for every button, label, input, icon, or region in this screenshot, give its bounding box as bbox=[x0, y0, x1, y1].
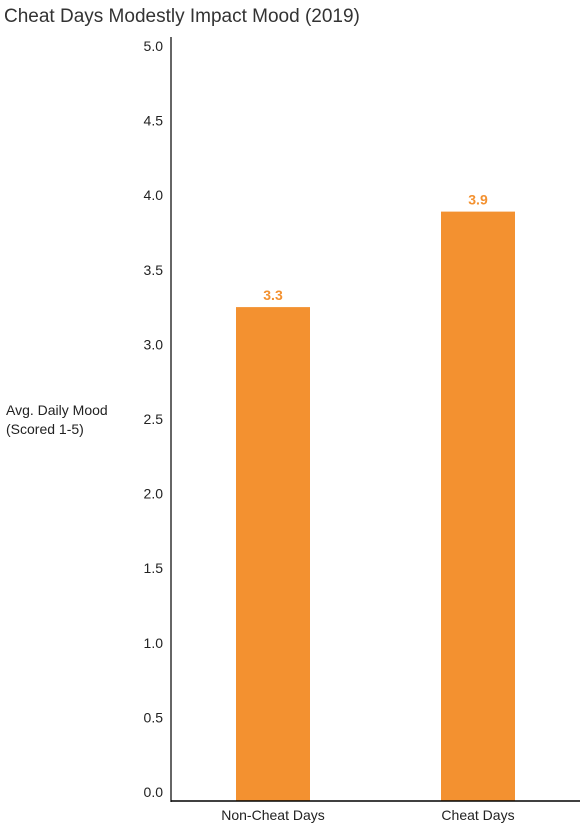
x-axis-ticks: Non-Cheat Days Cheat Days bbox=[221, 807, 514, 823]
y-tick-label: 2.5 bbox=[144, 411, 164, 427]
y-tick-label: 4.0 bbox=[144, 187, 164, 203]
bar bbox=[236, 307, 310, 801]
y-tick-label: 2.0 bbox=[144, 486, 164, 502]
y-tick-label: 4.5 bbox=[144, 113, 164, 129]
y-tick-label: 5.0 bbox=[144, 38, 164, 54]
bar bbox=[441, 211, 515, 801]
x-tick-label: Cheat Days bbox=[441, 807, 514, 823]
y-tick-label: 1.0 bbox=[144, 635, 164, 651]
y-tick-label: 1.5 bbox=[144, 560, 164, 576]
y-tick-label: 3.5 bbox=[144, 262, 164, 278]
y-tick-label: 0.5 bbox=[144, 709, 164, 725]
bar-value-label: 3.9 bbox=[468, 192, 488, 208]
x-tick-label: Non-Cheat Days bbox=[221, 807, 325, 823]
y-tick-label: 3.0 bbox=[144, 336, 164, 352]
bars bbox=[236, 211, 515, 801]
data-labels: 3.3 3.9 bbox=[263, 192, 488, 303]
chart-title: Cheat Days Modestly Impact Mood (2019) bbox=[4, 6, 360, 27]
y-axis-label: Avg. Daily Mood (Scored 1-5) bbox=[6, 402, 108, 437]
y-axis-ticks: 0.0 0.5 1.0 1.5 2.0 2.5 3.0 3.5 4.0 4.5 5.0 bbox=[144, 38, 164, 800]
bar-value-label: 3.3 bbox=[263, 287, 283, 303]
y-tick-label: 0.0 bbox=[144, 784, 164, 800]
